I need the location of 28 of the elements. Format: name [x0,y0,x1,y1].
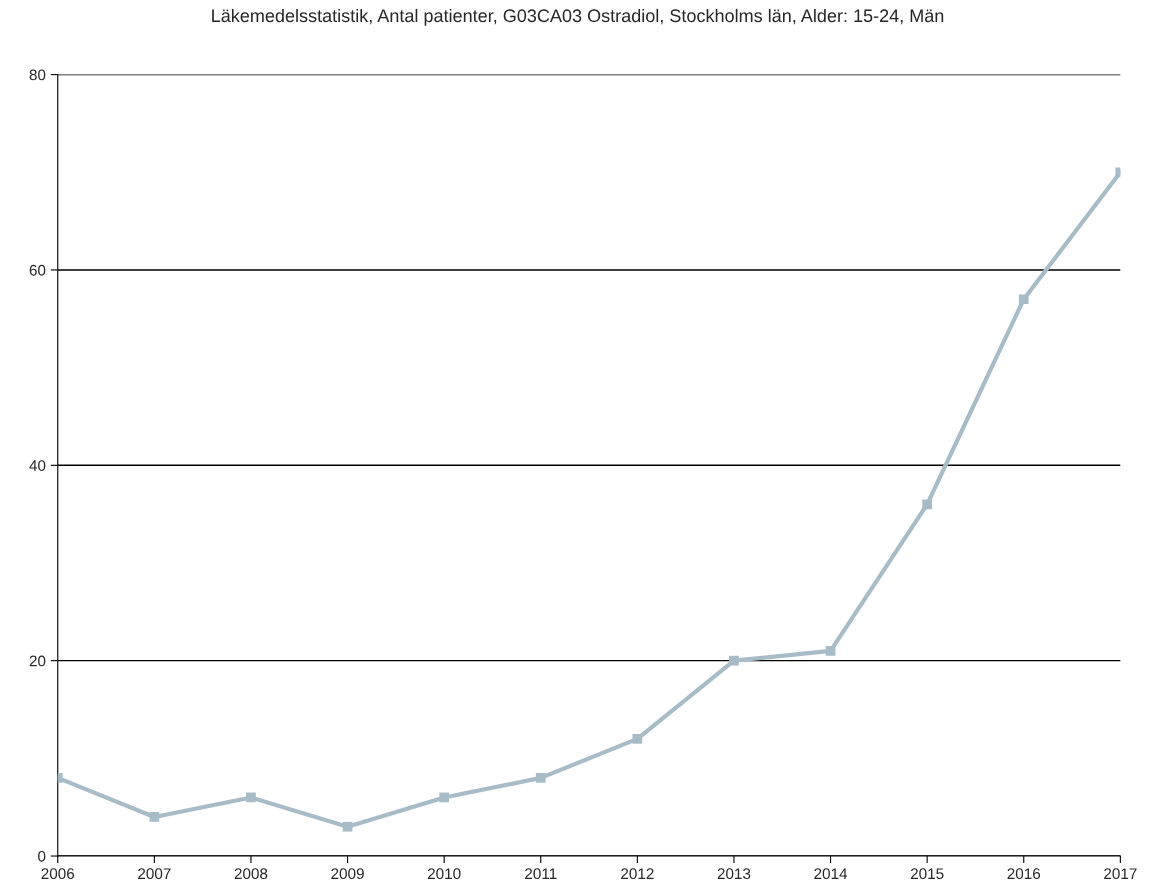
y-tick-label: 80 [29,69,46,81]
y-tick-label: 40 [29,460,46,471]
x-tick-label: 2006 [41,868,75,880]
point [729,655,739,666]
y-tick-label: 60 [29,264,46,276]
point [246,792,256,803]
x-tick-label: 2009 [331,868,364,880]
x-tick-label: 2014 [814,868,848,880]
x-tick-label: 2012 [621,868,654,880]
x-tick-label: 2017 [1104,868,1137,880]
point [535,773,546,783]
point [439,792,450,803]
point [149,812,160,822]
x-tick-label: 2011 [525,868,557,880]
point [825,646,836,656]
y-tick-label: 20 [29,655,46,667]
x-tick-label: 2015 [910,868,944,880]
x-tick-label: 2008 [234,868,268,880]
point [922,499,933,510]
y-tick-label: 0 [38,850,46,862]
x-tick-label: 2013 [717,868,751,880]
chart-title: Läkemedelsstatistik, Antal patienter, G03CA03 Ostradiol, Stockholms län, Alder: 15-24, Män [212,8,944,26]
x-tick-label: 2010 [427,868,461,880]
point [1018,294,1029,305]
x-tick-label: 2007 [138,868,171,880]
point [342,821,353,832]
point [632,733,643,744]
x-tick-label: 2016 [1007,868,1041,880]
